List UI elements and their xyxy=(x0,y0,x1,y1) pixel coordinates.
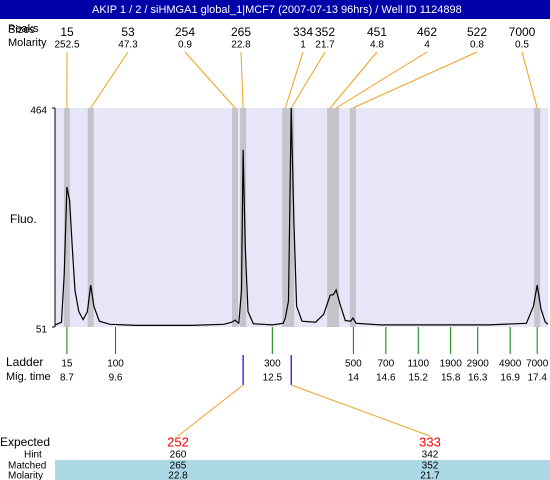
ladder-time: 16.9 xyxy=(500,373,520,384)
peak-molarity: 22.8 xyxy=(231,40,251,51)
ladder-size: 2900 xyxy=(467,359,490,370)
peak-size: 522 xyxy=(467,25,487,39)
expected-label: Expected xyxy=(0,435,50,449)
title-bar xyxy=(0,0,550,19)
expected-value: 252 xyxy=(167,434,189,449)
ladder-time: 9.6 xyxy=(109,373,123,384)
peak-molarity: 0.8 xyxy=(470,40,484,51)
peak-molarity: 4 xyxy=(424,40,430,51)
ladder-size: 1900 xyxy=(440,359,463,370)
peak-band xyxy=(288,108,295,327)
peaks-label: Peaks xyxy=(8,23,39,35)
hint-value: 260 xyxy=(170,450,187,461)
peak-link xyxy=(240,51,244,109)
peak-molarity: 0.9 xyxy=(178,40,192,51)
molarity-value: 21.7 xyxy=(420,471,440,480)
peak-band xyxy=(327,108,334,327)
ladder-time: 8.7 xyxy=(60,373,74,384)
ladder-time: 12.5 xyxy=(263,373,283,384)
ladder-time: 14 xyxy=(348,373,360,384)
peak-link xyxy=(335,51,428,109)
ladder-label: Ladder xyxy=(6,355,43,369)
peak-band xyxy=(240,108,247,327)
matched-value: 265 xyxy=(170,461,187,472)
hint-label: Hint xyxy=(24,450,42,461)
matched-label: Matched xyxy=(8,461,46,472)
matched-row xyxy=(55,460,550,471)
ladder-size: 1100 xyxy=(408,359,430,370)
peak-link xyxy=(290,51,326,109)
trace xyxy=(54,107,549,326)
hint-value: 342 xyxy=(422,450,439,461)
ladder-time: 15.8 xyxy=(441,373,461,384)
peak-molarity: 1 xyxy=(300,40,306,51)
matched-value: 352 xyxy=(422,461,439,472)
peak-link xyxy=(521,51,538,109)
y-tick-label: 464 xyxy=(30,106,47,117)
ladder-size: 4900 xyxy=(499,359,522,370)
peak-band xyxy=(333,108,340,327)
ladder-time: 17.4 xyxy=(527,373,547,384)
peak-molarity: 0.5 xyxy=(515,40,529,51)
ladder-size: 7000 xyxy=(526,359,549,370)
molarity-row xyxy=(55,471,550,480)
peak-molarity: 21.7 xyxy=(315,40,335,51)
peak-band xyxy=(534,108,541,327)
molarity-value: 22.8 xyxy=(168,471,188,480)
peak-size: 254 xyxy=(175,25,195,39)
peak-molarity: 47.3 xyxy=(118,40,138,51)
peak-molarity: 4.8 xyxy=(370,40,384,51)
y-tick-label: 51 xyxy=(36,325,48,336)
peak-size: 15 xyxy=(60,25,74,39)
sizes-label: Sizes xyxy=(8,24,35,36)
peak-band xyxy=(232,108,239,327)
expected-molarity-label: Molarity xyxy=(8,471,43,480)
peak-size: 7000 xyxy=(509,25,536,39)
peak-size: 462 xyxy=(417,25,437,39)
peak-size: 53 xyxy=(121,25,135,39)
peak-link xyxy=(329,51,378,109)
peak-size: 334 xyxy=(293,25,313,39)
peak-molarity: 252.5 xyxy=(54,40,79,51)
peak-link xyxy=(284,51,304,109)
ladder-size: 300 xyxy=(264,359,281,370)
ladder-size: 700 xyxy=(377,359,394,370)
peak-link xyxy=(352,51,478,109)
peak-band xyxy=(282,108,289,327)
peak-link xyxy=(90,51,129,109)
match-link xyxy=(177,384,244,437)
match-link xyxy=(291,384,431,437)
plot-area xyxy=(55,108,548,327)
mig-time-label: Mig. time xyxy=(6,371,51,383)
title: AKIP 1 / 2 / siHMGA1 global_1|MCF7 (2007… xyxy=(92,4,462,16)
peak-size: 451 xyxy=(367,25,387,39)
ladder-size: 500 xyxy=(345,359,362,370)
molarity-label: Molarity xyxy=(8,37,47,49)
y-label: Fluo. xyxy=(10,212,37,226)
peak-link xyxy=(184,51,236,109)
peak-band xyxy=(63,108,70,327)
peak-band xyxy=(87,108,94,327)
ladder-size: 15 xyxy=(61,359,73,370)
ladder-time: 15.2 xyxy=(409,373,429,384)
ladder-time: 16.3 xyxy=(468,373,488,384)
peak-size: 352 xyxy=(315,25,335,39)
expected-value: 333 xyxy=(419,434,441,449)
peak-size: 265 xyxy=(231,25,251,39)
ladder-size: 100 xyxy=(107,359,124,370)
peak-band xyxy=(349,108,356,327)
ladder-time: 14.6 xyxy=(376,373,396,384)
